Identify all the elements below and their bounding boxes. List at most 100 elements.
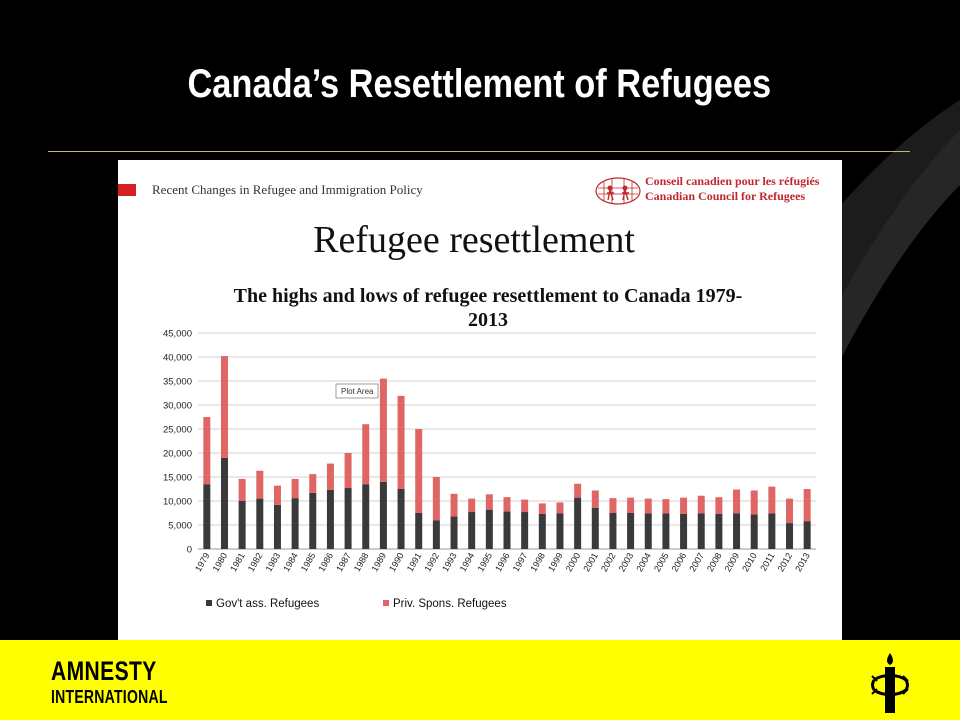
x-tick-label: 1980 bbox=[211, 551, 230, 573]
x-tick-label: 2001 bbox=[581, 551, 600, 573]
x-tick-label: 1986 bbox=[316, 551, 335, 573]
legend-swatch-govt bbox=[206, 600, 212, 606]
title-divider bbox=[48, 151, 910, 152]
x-tick-label: 2012 bbox=[776, 551, 795, 573]
y-tick-label: 30,000 bbox=[163, 401, 192, 412]
x-tick-label: 1979 bbox=[193, 551, 212, 573]
bar-govt-refugees bbox=[680, 513, 688, 549]
x-tick-label: 2002 bbox=[599, 551, 618, 573]
bar-private-refugees bbox=[415, 429, 423, 513]
bar-private-refugees bbox=[538, 503, 546, 514]
y-tick-label: 10,000 bbox=[163, 497, 192, 508]
bar-govt-refugees bbox=[379, 481, 387, 549]
x-tick-label: 2008 bbox=[705, 551, 724, 573]
x-tick-label: 1991 bbox=[405, 551, 424, 573]
ccr-logo-icon bbox=[595, 177, 641, 205]
bar-govt-refugees bbox=[468, 512, 476, 549]
footer-bar bbox=[0, 640, 960, 720]
bar-govt-refugees bbox=[503, 511, 511, 549]
bar-private-refugees bbox=[309, 474, 317, 493]
bar-govt-refugees bbox=[803, 521, 811, 549]
bar-govt-refugees bbox=[203, 484, 211, 549]
y-tick-label: 40,000 bbox=[163, 353, 192, 364]
x-tick-label: 1996 bbox=[493, 551, 512, 573]
x-tick-label: 1999 bbox=[546, 551, 565, 573]
plot-area-tooltip-text: Plot Area bbox=[341, 387, 374, 396]
x-tick-label: 1990 bbox=[387, 551, 406, 573]
bar-private-refugees bbox=[521, 499, 529, 513]
bar-govt-refugees bbox=[627, 513, 635, 549]
bar-private-refugees bbox=[326, 463, 334, 490]
bar-private-refugees bbox=[609, 498, 617, 513]
bar-private-refugees bbox=[591, 490, 599, 508]
slide-title: Canada’s Resettlement of Refugees bbox=[187, 62, 772, 106]
bar-private-refugees bbox=[273, 485, 281, 505]
y-tick-label: 0 bbox=[187, 545, 192, 556]
y-tick-label: 20,000 bbox=[163, 449, 192, 460]
bar-private-refugees bbox=[485, 494, 493, 510]
x-tick-label: 2013 bbox=[793, 551, 812, 573]
y-tick-label: 35,000 bbox=[163, 377, 192, 388]
bar-govt-refugees bbox=[362, 484, 370, 549]
bar-private-refugees bbox=[238, 478, 246, 501]
x-tick-label: 1993 bbox=[440, 551, 459, 573]
bar-govt-refugees bbox=[697, 513, 705, 549]
stacked-bar-chart: 0 5,000 10,000 15,000 20,000 25,000 30,000 35,0… bbox=[163, 329, 816, 610]
x-tick-label: 2011 bbox=[758, 551, 776, 573]
panel-heading-text: Refugee resettlement bbox=[313, 219, 635, 261]
bar-private-refugees bbox=[644, 498, 652, 514]
bar-private-refugees bbox=[697, 495, 705, 514]
bar-private-refugees bbox=[468, 498, 476, 513]
bar-govt-refugees bbox=[786, 523, 794, 549]
legend-label-govt: Gov't ass. Refugees bbox=[216, 598, 319, 610]
x-tick-label: 2009 bbox=[723, 551, 742, 573]
bar-govt-refugees bbox=[538, 513, 546, 549]
x-tick-label: 1989 bbox=[369, 551, 388, 573]
bar-private-refugees bbox=[574, 483, 582, 498]
chart-title-line1: The highs and lows of refugee resettleme… bbox=[233, 285, 743, 307]
y-tick-label: 25,000 bbox=[163, 425, 192, 436]
bar-govt-refugees bbox=[574, 497, 582, 549]
bar-private-refugees bbox=[768, 486, 776, 514]
panel-title: Recent Changes in Refugee and Immigratio… bbox=[152, 182, 423, 197]
bar-private-refugees bbox=[680, 497, 688, 514]
brand-name-line1: AMNESTY bbox=[51, 656, 157, 686]
bar-private-refugees bbox=[362, 424, 370, 485]
bar-govt-refugees bbox=[291, 498, 299, 549]
chart-panel: Recent Changes in Refugee and Immigratio… bbox=[118, 160, 842, 640]
bar-private-refugees bbox=[715, 497, 723, 514]
bar-govt-refugees bbox=[309, 492, 317, 549]
bar-govt-refugees bbox=[644, 513, 652, 549]
red-marker bbox=[118, 184, 136, 196]
x-tick-label: 1984 bbox=[281, 551, 300, 573]
ccr-name-en: Canadian Council for Refugees bbox=[645, 189, 806, 203]
panel-heading: Refugee resettlement bbox=[118, 218, 842, 262]
brand-name-line2: INTERNATIONAL bbox=[51, 687, 168, 707]
x-tick-label: 2006 bbox=[670, 551, 689, 573]
bar-private-refugees bbox=[733, 489, 741, 514]
x-tick-label: 1992 bbox=[422, 551, 441, 573]
ccr-name-fr: Conseil canadien pour les réfugiés bbox=[645, 174, 820, 188]
bar-govt-refugees bbox=[521, 512, 529, 549]
bar-private-refugees bbox=[503, 497, 511, 512]
x-tick-label: 1997 bbox=[511, 551, 530, 573]
x-tick-label: 2007 bbox=[687, 551, 706, 573]
x-tick-label: 1987 bbox=[334, 551, 353, 573]
x-tick-label: 1995 bbox=[475, 551, 494, 573]
y-tick-label: 45,000 bbox=[163, 329, 192, 340]
bar-private-refugees bbox=[256, 470, 264, 499]
bar-private-refugees bbox=[220, 356, 228, 458]
bar-govt-refugees bbox=[715, 513, 723, 549]
x-tick-label: 1994 bbox=[458, 551, 477, 573]
x-tick-label: 2005 bbox=[652, 551, 671, 573]
legend-swatch-private bbox=[383, 600, 389, 606]
candle-barbed-wire-icon bbox=[871, 653, 909, 713]
x-tick-label: 2004 bbox=[634, 551, 653, 573]
bar-private-refugees bbox=[627, 497, 635, 513]
bar-private-refugees bbox=[803, 489, 811, 522]
bar-govt-refugees bbox=[415, 513, 423, 549]
bar-govt-refugees bbox=[326, 489, 334, 549]
chart-title: The highs and lows of refugee resettleme… bbox=[188, 284, 788, 332]
bar-private-refugees bbox=[450, 493, 458, 517]
x-tick-label: 2003 bbox=[617, 551, 636, 573]
